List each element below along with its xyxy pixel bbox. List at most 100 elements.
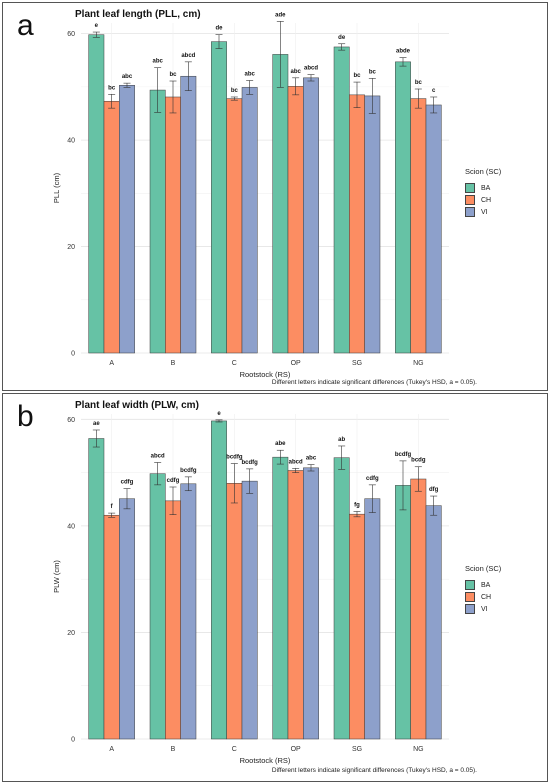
bar [211,41,227,354]
data-label: c [432,88,436,94]
legend-label: CH [481,593,492,601]
bar [226,483,243,740]
data-label: bc [415,80,423,86]
bar [149,473,166,740]
footnote: Different letters indicate significant d… [271,379,477,386]
data-label: abc [306,456,317,462]
bar [333,46,350,354]
legend: Scion (SC) BA CH VI [465,167,501,218]
bar [88,438,105,740]
legend-item-ch: CH [465,591,501,603]
bar [287,86,304,354]
y-tick-label: 0 [71,351,75,358]
bar [165,96,181,354]
plot-area-pll: eabcdeadedeabdebcbcbcabcbcbcabcabcdabcab… [52,12,449,379]
x-tick-label: OP [291,360,301,367]
data-label: de [215,26,223,32]
data-label: bc [369,69,377,75]
bar [395,61,411,354]
legend-label: BA [481,184,491,192]
y-tick-label: 20 [67,244,75,251]
chart-title: Plant leaf width (PLW, cm) [75,400,199,411]
data-label: abc [122,74,133,80]
legend-item-ba: BA [465,579,501,591]
y-tick-label: 20 [67,630,75,637]
panel-b: b Plant leaf width (PLW, cm) ae abcd e abe a… [2,393,548,782]
bar [287,470,304,740]
legend-label: VI [481,208,488,216]
data-label: f [111,504,114,510]
data-label: bc [108,85,116,91]
legend-swatch-ch [465,592,475,602]
bar [425,104,442,354]
data-label: abe [275,441,286,447]
y-tick-label: 0 [71,737,75,744]
y-axis-label: PLW (cm) [52,560,61,593]
bar [226,98,243,354]
x-axis-label: Rootstock (RS) [240,370,291,379]
data-label: abcd [304,66,318,72]
y-axis-label: PLL (cm) [52,172,61,203]
data-label: bcdfg [180,468,197,474]
bar [410,478,427,740]
x-tick-label: SG [352,360,362,367]
legend-label: VI [481,605,488,613]
bar [272,54,289,354]
data-label: e [95,23,99,29]
bar [349,94,365,354]
data-label: fg [354,503,360,509]
y-tick-label: 60 [67,31,75,38]
bar [364,498,381,740]
bar [180,483,197,740]
bar [349,513,365,740]
bar [272,456,289,740]
chart-title: Plant leaf length (PLL, cm) [75,9,201,20]
x-tick-label: OP [291,746,301,753]
bar [103,514,120,740]
legend-item-ba: BA [465,182,501,194]
legend-item-vi: VI [465,603,501,615]
data-label: abcd [181,53,195,59]
bar [211,420,227,740]
bar [303,467,319,740]
legend-swatch-vi [465,604,475,614]
legend-swatch-ba [465,580,475,590]
legend-label: BA [481,581,491,589]
legend-item-vi: VI [465,206,501,218]
bar [149,89,166,354]
x-tick-label: NG [413,360,424,367]
data-label: cdfg [366,476,379,482]
legend-title: Scion (SC) [465,167,502,176]
bar [333,457,350,740]
data-label: e [217,411,221,417]
data-label: abc [152,59,163,65]
x-tick-label: SG [352,746,362,753]
legend-title: Scion (SC) [465,564,502,573]
bar [119,85,135,354]
data-label: de [338,35,346,41]
bar [119,498,135,740]
legend-swatch-ba [465,183,475,193]
panel-letter: a [17,9,34,42]
legend-item-ch: CH [465,194,501,206]
x-tick-label: C [232,746,237,753]
bar [410,98,427,354]
data-label: bc [169,72,177,78]
data-label: bcdfg [241,460,258,466]
data-label: bc [231,88,239,94]
bar [425,505,442,740]
data-label: bcdfg [226,455,243,461]
data-label: ae [93,421,100,427]
data-label: bc [353,73,361,79]
data-label: abde [396,49,411,55]
data-label: abc [244,71,255,77]
data-label: bcdfg [395,452,412,458]
data-label: abcd [151,453,165,459]
bar [303,77,319,354]
data-label: ab [338,437,345,443]
x-axis-label: Rootstock (RS) [240,756,291,765]
x-tick-label: A [109,746,114,753]
bar [103,100,120,354]
panel-letter: b [17,400,34,433]
bar [88,34,105,354]
